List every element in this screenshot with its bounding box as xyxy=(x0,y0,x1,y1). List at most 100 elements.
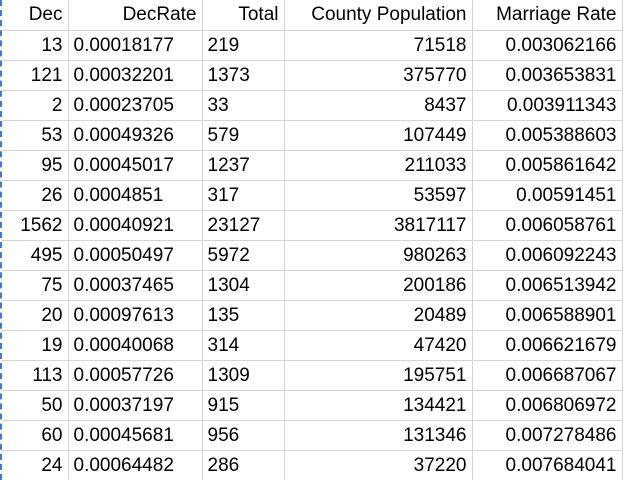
cell-dec[interactable]: 20 xyxy=(2,300,69,331)
cell-dec[interactable]: 121 xyxy=(2,60,69,91)
cell-decrate[interactable]: 0.00032201 xyxy=(68,60,203,91)
cell-county-population[interactable]: 375770 xyxy=(284,60,473,91)
header-cell-total[interactable]: Total xyxy=(202,0,285,31)
cell-decrate[interactable]: 0.00064482 xyxy=(68,450,203,480)
cell-total[interactable]: 135 xyxy=(202,300,285,331)
cell-county-population[interactable]: 131346 xyxy=(284,420,473,451)
cell-dec[interactable]: 113 xyxy=(2,360,69,391)
cell-county-population[interactable]: 47420 xyxy=(284,330,473,361)
cell-marriage-rate[interactable]: 0.003062166 xyxy=(472,30,623,61)
cell-dec[interactable]: 19 xyxy=(2,330,69,361)
cell-decrate[interactable]: 0.00045017 xyxy=(68,150,203,181)
cell-marriage-rate[interactable]: 0.003653831 xyxy=(472,60,623,91)
table-row: 75 0.00037465 1304 200186 0.006513942 xyxy=(2,270,623,301)
cell-dec[interactable]: 24 xyxy=(2,450,69,480)
table-row: 20 0.00097613 135 20489 0.006588901 xyxy=(2,300,623,331)
cell-dec[interactable]: 60 xyxy=(2,420,69,451)
cell-decrate[interactable]: 0.00040921 xyxy=(68,210,203,241)
cell-marriage-rate[interactable]: 0.006092243 xyxy=(472,240,623,271)
cell-total[interactable]: 33 xyxy=(202,90,285,121)
cell-total[interactable]: 1309 xyxy=(202,360,285,391)
header-row: Dec DecRate Total County Population Marr… xyxy=(2,0,623,31)
cell-county-population[interactable]: 200186 xyxy=(284,270,473,301)
cell-county-population[interactable]: 8437 xyxy=(284,90,473,121)
cell-county-population[interactable]: 53597 xyxy=(284,180,473,211)
table-row: 113 0.00057726 1309 195751 0.006687067 xyxy=(2,360,623,391)
cell-dec[interactable]: 53 xyxy=(2,120,69,151)
header-cell-county-population[interactable]: County Population xyxy=(284,0,473,31)
cell-decrate[interactable]: 0.00023705 xyxy=(68,90,203,121)
cell-decrate[interactable]: 0.00057726 xyxy=(68,360,203,391)
cell-total[interactable]: 956 xyxy=(202,420,285,451)
table-row: 26 0.0004851 317 53597 0.00591451 xyxy=(2,180,623,211)
cell-county-population[interactable]: 211033 xyxy=(284,150,473,181)
cell-county-population[interactable]: 3817117 xyxy=(284,210,473,241)
cell-county-population[interactable]: 195751 xyxy=(284,360,473,391)
cell-marriage-rate[interactable]: 0.00591451 xyxy=(472,180,623,211)
table-row: 19 0.00040068 314 47420 0.006621679 xyxy=(2,330,623,361)
cell-dec[interactable]: 95 xyxy=(2,150,69,181)
cell-decrate[interactable]: 0.00040068 xyxy=(68,330,203,361)
cell-dec[interactable]: 13 xyxy=(2,30,69,61)
cell-total[interactable]: 579 xyxy=(202,120,285,151)
cell-total[interactable]: 915 xyxy=(202,390,285,421)
cell-marriage-rate[interactable]: 0.006806972 xyxy=(472,390,623,421)
cell-marriage-rate[interactable]: 0.007278486 xyxy=(472,420,623,451)
cell-marriage-rate[interactable]: 0.007684041 xyxy=(472,450,623,480)
cell-decrate[interactable]: 0.00037197 xyxy=(68,390,203,421)
cell-marriage-rate[interactable]: 0.006513942 xyxy=(472,270,623,301)
cell-county-population[interactable]: 980263 xyxy=(284,240,473,271)
cell-decrate[interactable]: 0.00050497 xyxy=(68,240,203,271)
cell-county-population[interactable]: 71518 xyxy=(284,30,473,61)
table-row: 121 0.00032201 1373 375770 0.003653831 xyxy=(2,60,623,91)
cell-total[interactable]: 1237 xyxy=(202,150,285,181)
cell-total[interactable]: 1304 xyxy=(202,270,285,301)
cell-decrate[interactable]: 0.00045681 xyxy=(68,420,203,451)
table-row: 95 0.00045017 1237 211033 0.005861642 xyxy=(2,150,623,181)
header-cell-marriage-rate[interactable]: Marriage Rate xyxy=(472,0,623,31)
cell-decrate[interactable]: 0.00037465 xyxy=(68,270,203,301)
table-row: 53 0.00049326 579 107449 0.005388603 xyxy=(2,120,623,151)
cell-total[interactable]: 219 xyxy=(202,30,285,61)
cell-decrate[interactable]: 0.0004851 xyxy=(68,180,203,211)
cell-total[interactable]: 1373 xyxy=(202,60,285,91)
cell-marriage-rate[interactable]: 0.006588901 xyxy=(472,300,623,331)
cell-dec[interactable]: 1562 xyxy=(2,210,69,241)
cell-total[interactable]: 23127 xyxy=(202,210,285,241)
cell-dec[interactable]: 75 xyxy=(2,270,69,301)
header-cell-decrate[interactable]: DecRate xyxy=(68,0,203,31)
cell-dec[interactable]: 495 xyxy=(2,240,69,271)
cell-total[interactable]: 286 xyxy=(202,450,285,480)
cell-decrate[interactable]: 0.00049326 xyxy=(68,120,203,151)
table-row: 50 0.00037197 915 134421 0.006806972 xyxy=(2,390,623,421)
cell-dec[interactable]: 26 xyxy=(2,180,69,211)
cell-county-population[interactable]: 20489 xyxy=(284,300,473,331)
table-row: 495 0.00050497 5972 980263 0.006092243 xyxy=(2,240,623,271)
cell-total[interactable]: 5972 xyxy=(202,240,285,271)
table-row: 24 0.00064482 286 37220 0.007684041 xyxy=(2,450,623,480)
cell-marriage-rate[interactable]: 0.003911343 xyxy=(472,90,623,121)
cell-marriage-rate[interactable]: 0.006621679 xyxy=(472,330,623,361)
table-row: 1562 0.00040921 23127 3817117 0.006058761 xyxy=(2,210,623,241)
table-row: 60 0.00045681 956 131346 0.007278486 xyxy=(2,420,623,451)
table-row: 13 0.00018177 219 71518 0.003062166 xyxy=(2,30,623,61)
cell-total[interactable]: 314 xyxy=(202,330,285,361)
cell-county-population[interactable]: 134421 xyxy=(284,390,473,421)
cell-marriage-rate[interactable]: 0.006058761 xyxy=(472,210,623,241)
table-row: 2 0.00023705 33 8437 0.003911343 xyxy=(2,90,623,121)
cell-county-population[interactable]: 37220 xyxy=(284,450,473,480)
cell-marriage-rate[interactable]: 0.005388603 xyxy=(472,120,623,151)
cell-dec[interactable]: 2 xyxy=(2,90,69,121)
header-cell-dec[interactable]: Dec xyxy=(2,0,69,31)
cell-decrate[interactable]: 0.00018177 xyxy=(68,30,203,61)
cell-total[interactable]: 317 xyxy=(202,180,285,211)
cell-county-population[interactable]: 107449 xyxy=(284,120,473,151)
cell-marriage-rate[interactable]: 0.006687067 xyxy=(472,360,623,391)
selection-border xyxy=(0,0,2,480)
cell-marriage-rate[interactable]: 0.005861642 xyxy=(472,150,623,181)
cell-decrate[interactable]: 0.00097613 xyxy=(68,300,203,331)
cell-dec[interactable]: 50 xyxy=(2,390,69,421)
